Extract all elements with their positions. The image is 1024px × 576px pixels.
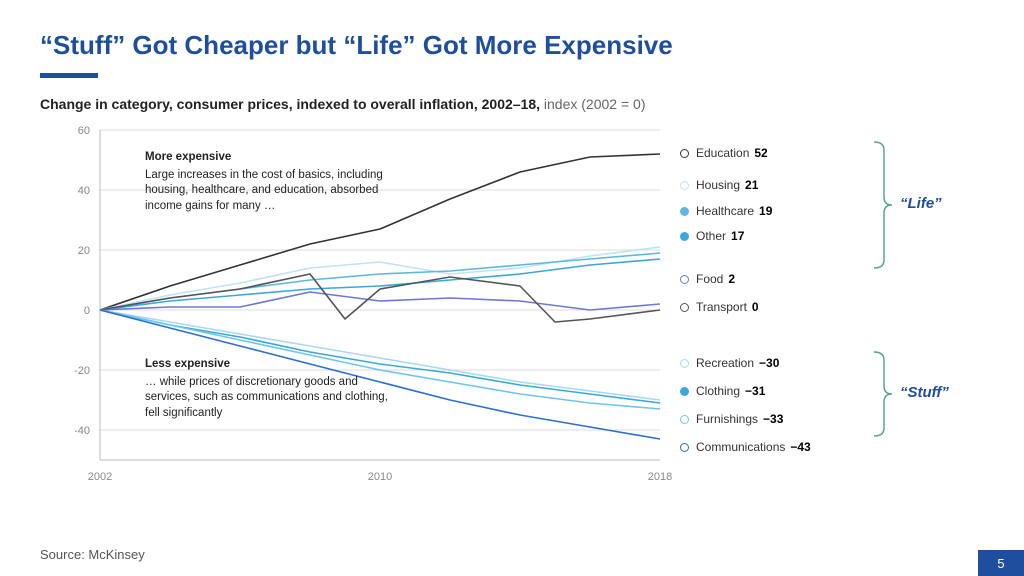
subtitle-bold: Change in category, consumer prices, ind… — [40, 96, 544, 112]
svg-text:60: 60 — [78, 125, 90, 137]
legend-item: Healthcare 19 — [680, 197, 772, 225]
annotation-less-expensive: Less expensive … while prices of discret… — [145, 357, 395, 421]
title-underline — [40, 73, 98, 78]
legend-marker-icon — [680, 232, 689, 241]
annotation-heading: More expensive — [145, 150, 385, 166]
svg-text:2002: 2002 — [88, 471, 112, 483]
slide: “Stuff” Got Cheaper but “Life” Got More … — [0, 0, 1024, 576]
chart-area: -40-200204060200220102018 More expensive… — [40, 120, 984, 490]
legend-value: 19 — [759, 204, 772, 218]
legend-marker-icon — [680, 275, 689, 284]
legend-item: Food 2 — [680, 265, 735, 293]
legend-marker-icon — [680, 415, 689, 424]
svg-text:2018: 2018 — [648, 471, 672, 483]
legend-item: Recreation −30 — [680, 349, 779, 377]
legend-value: −33 — [763, 412, 783, 426]
legend-value: −43 — [790, 440, 810, 454]
group-label-life: “Life” — [900, 195, 942, 212]
legend-item: Furnishings −33 — [680, 405, 783, 433]
subtitle-light: index (2002 = 0) — [544, 96, 646, 112]
legend-marker-icon — [680, 207, 689, 216]
legend-item: Education 52 — [680, 139, 768, 167]
legend-item: Transport 0 — [680, 293, 759, 321]
legend-label: Communications — [696, 440, 785, 454]
legend-value: 2 — [728, 272, 735, 286]
legend-item: Communications −43 — [680, 433, 811, 461]
svg-text:40: 40 — [78, 185, 90, 197]
legend-value: 52 — [754, 146, 767, 160]
legend-value: −31 — [745, 384, 765, 398]
annotation-more-expensive: More expensive Large increases in the co… — [145, 150, 385, 214]
slide-title: “Stuff” Got Cheaper but “Life” Got More … — [40, 30, 984, 61]
legend-label: Other — [696, 229, 726, 243]
legend-label: Transport — [696, 300, 747, 314]
legend-value: 0 — [752, 300, 759, 314]
legend-label: Housing — [696, 178, 740, 192]
legend-label: Food — [696, 272, 723, 286]
legend-value: 21 — [745, 178, 758, 192]
legend-marker-icon — [680, 303, 689, 312]
legend-item: Clothing −31 — [680, 377, 765, 405]
svg-text:20: 20 — [78, 245, 90, 257]
page-number: 5 — [978, 550, 1024, 576]
legend-marker-icon — [680, 387, 689, 396]
source-citation: Source: McKinsey — [40, 547, 145, 562]
legend-label: Healthcare — [696, 204, 754, 218]
svg-text:-20: -20 — [74, 365, 90, 377]
legend-label: Recreation — [696, 356, 754, 370]
svg-text:2010: 2010 — [368, 471, 392, 483]
legend-marker-icon — [680, 181, 689, 190]
legend-value: 17 — [731, 229, 744, 243]
legend-value: −30 — [759, 356, 779, 370]
chart-subtitle: Change in category, consumer prices, ind… — [40, 96, 984, 112]
annotation-body: Large increases in the cost of basics, i… — [145, 169, 383, 212]
legend-marker-icon — [680, 359, 689, 368]
annotation-heading: Less expensive — [145, 357, 395, 373]
legend-item: Housing 21 — [680, 171, 758, 199]
svg-text:0: 0 — [84, 305, 90, 317]
legend-item: Other 17 — [680, 222, 744, 250]
legend-label: Education — [696, 146, 749, 160]
legend-marker-icon — [680, 443, 689, 452]
legend-marker-icon — [680, 149, 689, 158]
group-brackets — [870, 120, 990, 480]
legend-label: Clothing — [696, 384, 740, 398]
svg-text:-40: -40 — [74, 425, 90, 437]
annotation-body: … while prices of discretionary goods an… — [145, 376, 388, 419]
legend-label: Furnishings — [696, 412, 758, 426]
group-label-stuff: “Stuff” — [900, 384, 949, 401]
